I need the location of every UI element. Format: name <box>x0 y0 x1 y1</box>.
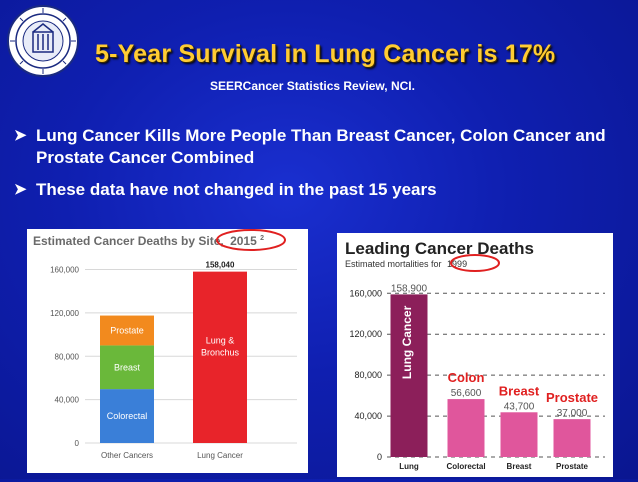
bullet-text: Lung Cancer Kills More People Than Breas… <box>36 126 606 167</box>
value-label: 43,700 <box>504 401 535 412</box>
overlay-label-breast: Breast <box>499 383 540 398</box>
chart2-title: Leading Cancer Deaths <box>345 239 534 258</box>
bullet-text: These data have not changed in the past … <box>36 180 437 199</box>
svg-text:Estimated mortalities for: Estimated mortalities for 1999 <box>345 259 467 269</box>
y-tick-label: 120,000 <box>50 309 79 318</box>
bar-lung-bronchus <box>193 271 247 443</box>
y-tick-label: 160,000 <box>349 288 382 298</box>
y-tick-label: 0 <box>75 439 80 448</box>
bar-inner-label: Bronchus <box>201 348 240 358</box>
bar-inner-label: Breast <box>114 362 141 372</box>
y-tick-label: 80,000 <box>354 370 382 380</box>
x-tick-label: Lung Cancer <box>197 451 243 460</box>
highlight-circle-2015 <box>216 229 286 251</box>
bullet-item: ➤ These data have not changed in the pas… <box>14 179 624 201</box>
bar-inner-label: Lung & <box>206 336 235 346</box>
bullet-item: ➤ Lung Cancer Kills More People Than Bre… <box>14 125 624 169</box>
chart1-title-prefix: Estimated Cancer Deaths by Site, <box>33 234 224 248</box>
bar-breast <box>100 345 154 390</box>
leading-deaths-chart-svg: Leading Cancer Deaths Estimated mortalit… <box>345 239 605 471</box>
bar-breast <box>500 412 538 457</box>
y-tick-label: 80,000 <box>55 352 80 361</box>
seal-icon <box>7 5 79 77</box>
bar-prostate <box>553 419 591 457</box>
bar-lung <box>390 294 428 457</box>
data-label: 158,040 <box>206 261 235 270</box>
leading-deaths-chart: Leading Cancer Deaths Estimated mortalit… <box>337 233 613 477</box>
chart1-title-year: 2015 <box>230 234 257 248</box>
highlight-circle-1999 <box>450 254 500 272</box>
bar-colorectal <box>447 399 485 457</box>
y-tick-label: 0 <box>377 452 382 462</box>
y-tick-label: 40,000 <box>55 396 80 405</box>
value-label: 158,900 <box>391 283 428 294</box>
estimated-deaths-chart-svg: Estimated Cancer Deaths by Site, 2015 2 … <box>33 229 297 460</box>
x-tick-label: Colorectal <box>446 462 485 471</box>
slide-title: 5-Year Survival in Lung Cancer is 17% <box>95 40 556 68</box>
y-tick-label: 160,000 <box>50 266 79 275</box>
x-tick-label: Prostate <box>556 462 589 471</box>
svg-text:Estimated Cancer Deaths by Sit: Estimated Cancer Deaths by Site, 2015 2 <box>33 234 264 248</box>
y-tick-label: 120,000 <box>349 329 382 339</box>
x-tick-label: Other Cancers <box>101 451 153 460</box>
chart1-title-superscript: 2 <box>260 235 264 242</box>
y-tick-label: 40,000 <box>354 411 382 421</box>
arrow-bullet-icon: ➤ <box>14 127 27 144</box>
bar-prostate <box>100 315 154 346</box>
slide-subtitle: SEERCancer Statistics Review, NCI. <box>210 79 415 93</box>
x-tick-label: Breast <box>507 462 532 471</box>
bar-colorectal <box>100 389 154 443</box>
bar-inner-label: Colorectal <box>107 411 148 421</box>
chart2-subtitle-prefix: Estimated mortalities for <box>345 259 442 269</box>
estimated-deaths-chart: Estimated Cancer Deaths by Site, 2015 2 … <box>27 229 308 473</box>
bullet-list: ➤ Lung Cancer Kills More People Than Bre… <box>14 125 624 211</box>
overlay-label-colorectal: Colon <box>448 370 485 385</box>
x-tick-label: Lung <box>399 462 419 471</box>
value-label: 56,600 <box>451 388 482 399</box>
overlay-label-vertical: Lung Cancer <box>400 305 414 379</box>
arrow-bullet-icon: ➤ <box>14 181 27 198</box>
overlay-label-prostate: Prostate <box>546 390 598 405</box>
chart2-subtitle-year: 1999 <box>447 259 467 269</box>
value-label: 37,000 <box>557 408 588 419</box>
bar-inner-label: Prostate <box>110 325 144 335</box>
